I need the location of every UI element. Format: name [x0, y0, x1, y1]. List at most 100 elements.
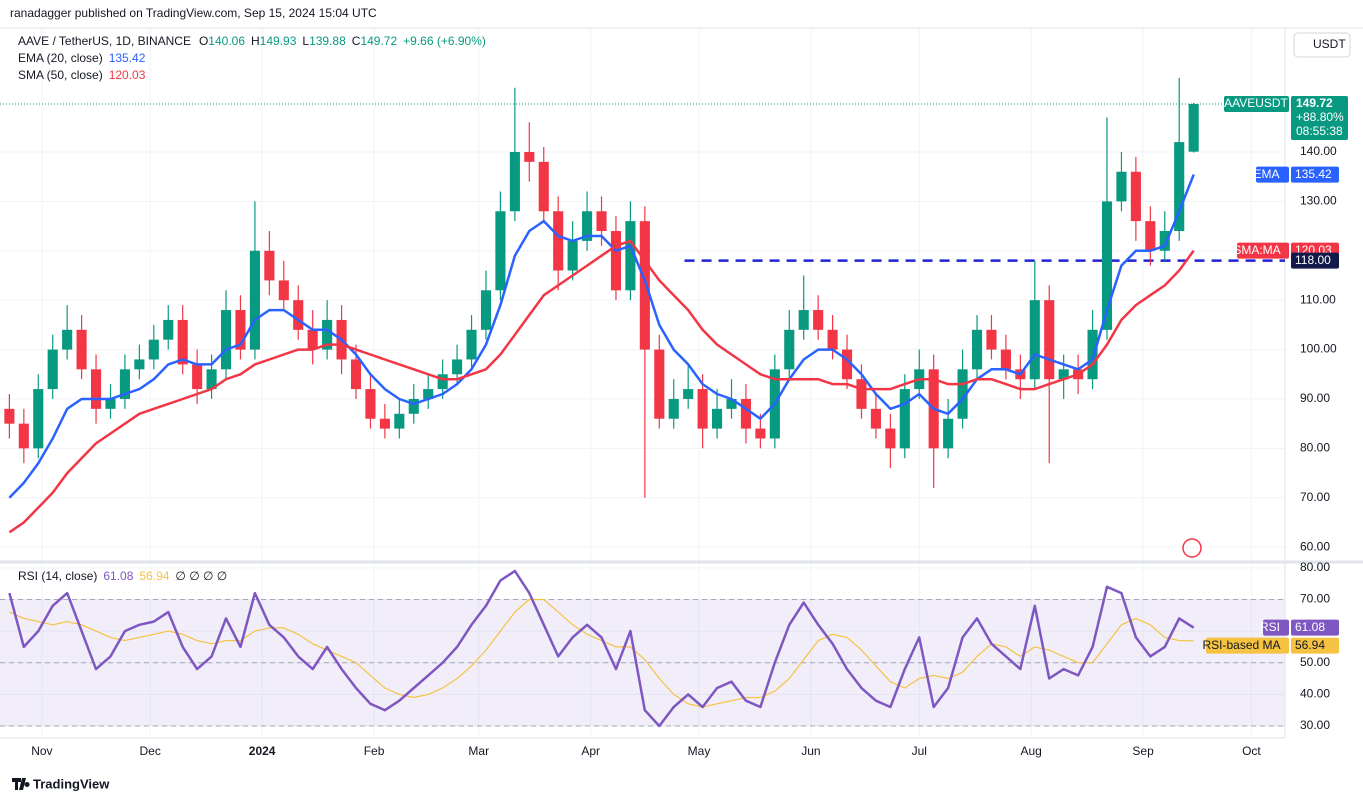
tag-box [1291, 637, 1339, 654]
candle-body [1101, 201, 1113, 330]
ohlc-label: H [251, 34, 260, 48]
candle-body [307, 329, 318, 350]
candle-body [798, 310, 809, 330]
candle-body [1159, 231, 1170, 251]
ohlc-value: 140.06 [208, 34, 245, 48]
y-tick-label: 70.00 [1300, 592, 1330, 606]
legend-name: EMA (20, close) [18, 51, 103, 65]
tag-name: EMA [1253, 167, 1279, 181]
candle-body [423, 389, 434, 399]
series-line [8, 174, 1195, 499]
tag-box [1291, 95, 1348, 140]
ohlc-value: 149.72 [360, 34, 397, 48]
candle-body [495, 211, 506, 291]
price-tag: RSI-based MA 56.94 [1202, 637, 1339, 654]
legend-symbol: AAVE / TetherUS, 1D, BINANCE O140.06 H 149.… [18, 34, 486, 48]
candle-body [249, 250, 260, 350]
candle-body [206, 369, 217, 390]
tag-value: 61.08 [1295, 620, 1325, 634]
candle-body [90, 369, 102, 409]
price-tag: EMA 135.42 [1253, 166, 1339, 183]
ohlc-label: L [302, 34, 309, 48]
x-tick-label: Dec [140, 744, 161, 758]
candle-body [365, 389, 376, 419]
candle-body [1000, 349, 1011, 370]
x-tick-label: Apr [581, 744, 600, 758]
candle-body [971, 329, 983, 370]
ohlc-label: C [352, 34, 361, 48]
candle-body [567, 240, 578, 271]
x-tick-label: Nov [31, 744, 52, 758]
x-tick-label: Mar [468, 744, 489, 758]
candle-body [4, 408, 15, 424]
y-tick-label: 100.00 [1300, 342, 1337, 356]
published-note: ranadagger published on TradingView.com,… [10, 6, 377, 20]
legend-name: SMA (50, close) [18, 68, 103, 82]
legend-entry: SMA (50, close) 120.03 [18, 68, 146, 82]
y-tick-label: 50.00 [1300, 655, 1330, 669]
legend-entry: EMA (20, close) 135.42 [18, 51, 146, 65]
y-tick-label: 60.00 [1300, 539, 1330, 553]
candle-body [654, 349, 665, 419]
candle-body [899, 389, 910, 449]
candle-body [350, 359, 362, 390]
candle-body [62, 329, 73, 350]
tag-box [1291, 619, 1339, 636]
tag-box [1256, 166, 1289, 183]
candle-body [1087, 329, 1098, 380]
candle-body [264, 250, 275, 281]
tag-name: RSI-based MA [1202, 638, 1280, 652]
candle-body [466, 329, 477, 360]
tag-box [1224, 95, 1289, 112]
candle-body [712, 408, 723, 429]
candle-body [957, 369, 968, 419]
tag-box [1263, 619, 1289, 636]
price-tag: RSI 61.08 [1260, 619, 1339, 636]
x-tick-label: Jun [801, 744, 820, 758]
footer-brand: TradingView [33, 776, 110, 791]
candle-body [668, 398, 679, 419]
y-tick-label: 110.00 [1300, 292, 1336, 306]
candle-body [1188, 103, 1199, 152]
candle-body [697, 389, 708, 429]
candle-body [437, 374, 448, 390]
y-tick-label: 30.00 [1300, 718, 1330, 732]
x-tick-label: Aug [1020, 744, 1041, 758]
candle-body [582, 211, 593, 241]
x-tick-label: 2024 [249, 744, 276, 758]
candle-body [625, 221, 636, 291]
candle-body [134, 359, 145, 370]
candle-body [524, 151, 535, 162]
candle-body [379, 418, 390, 429]
ohlc-label: O [199, 34, 208, 48]
candle-body [610, 231, 622, 291]
candle-body [1058, 369, 1069, 380]
y-tick-label: 130.00 [1300, 194, 1337, 208]
candle-body [813, 310, 824, 330]
labels: ranadagger published on TradingView.com,… [10, 6, 1351, 791]
symbol: AAVE / TetherUS, 1D, BINANCE [18, 34, 191, 48]
tag-box [1291, 166, 1339, 183]
candle-body [683, 389, 694, 399]
candle-body [220, 310, 232, 370]
currency-box [1293, 32, 1351, 58]
candle-body [1029, 300, 1040, 380]
candle-body [856, 379, 867, 409]
legend-value: 61.08 [103, 569, 133, 583]
tag-value: 135.42 [1295, 167, 1332, 181]
tag-name: SMA:MA [1233, 243, 1280, 257]
legend-value: 135.42 [109, 51, 146, 65]
logo [12, 778, 30, 790]
legend-name: RSI (14, close) [18, 569, 97, 583]
candle-body [480, 290, 492, 330]
candle-body [639, 221, 650, 350]
series-line [8, 569, 1195, 728]
x-tick-label: Feb [364, 744, 385, 758]
tag-box [1206, 637, 1289, 654]
candle-body [538, 161, 549, 212]
tag-value: 56.94 [1295, 638, 1325, 652]
candle-body [235, 310, 246, 350]
